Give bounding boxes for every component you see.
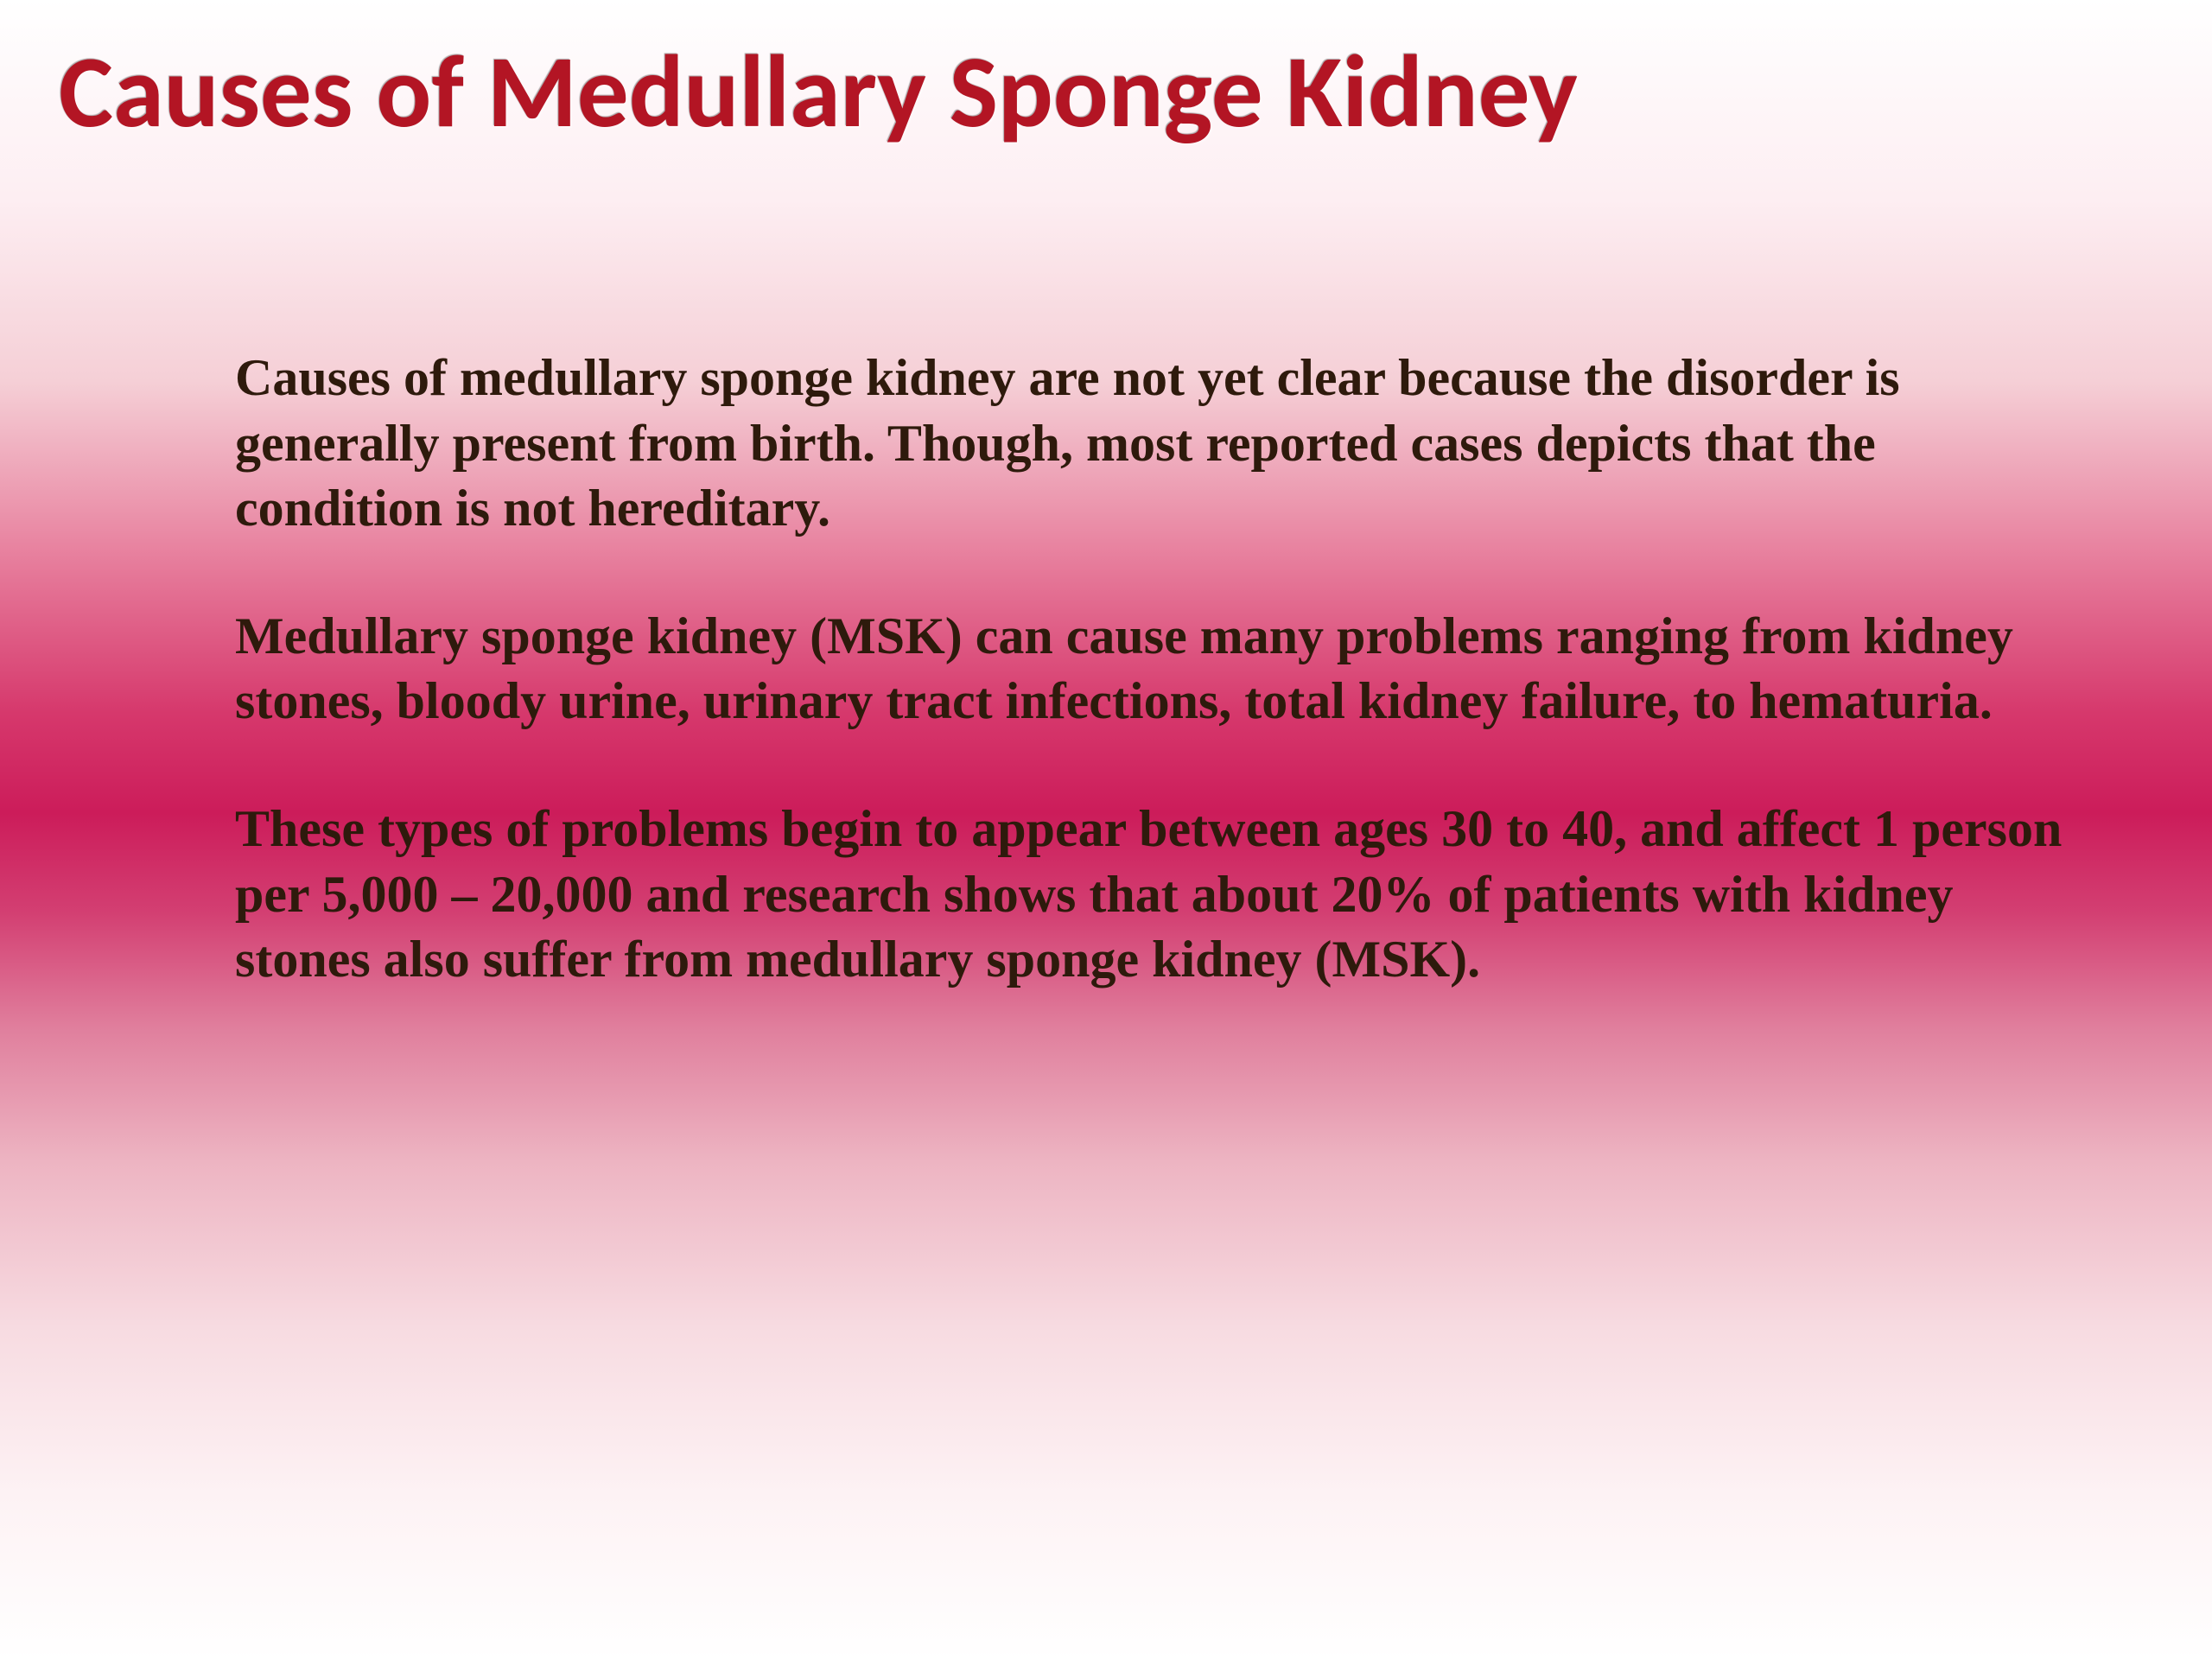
paragraph: Medullary sponge kidney (MSK) can cause … — [235, 604, 2074, 734]
slide-title: Causes of Medullary Sponge Kidney — [59, 33, 2143, 150]
presentation-slide: Causes of Medullary Sponge Kidney Causes… — [0, 0, 2212, 1659]
slide-body: Causes of medullary sponge kidney are no… — [235, 346, 2074, 1055]
paragraph: These types of problems begin to appear … — [235, 797, 2074, 993]
paragraph: Causes of medullary sponge kidney are no… — [235, 346, 2074, 542]
